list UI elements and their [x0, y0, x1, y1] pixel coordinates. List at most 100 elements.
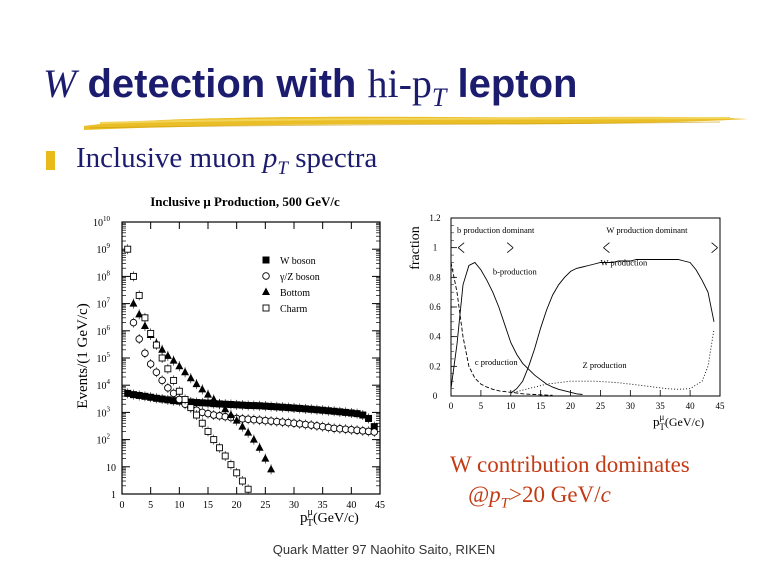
chart1-ytick-label: 107 — [97, 297, 111, 311]
chart1-xtick-label: 5 — [148, 500, 153, 511]
chart1-point-open-circle — [164, 384, 172, 392]
chart1-point-filled-triangle — [158, 345, 167, 353]
note-at-p: @p — [468, 482, 501, 507]
chart1-point-filled-square — [221, 400, 229, 408]
chart1-point-filled-triangle — [186, 373, 195, 382]
brush-underline — [84, 116, 748, 130]
chart1-ylabel: Events/(1 GeV/c) — [75, 303, 91, 408]
chart1-point-filled-square — [204, 399, 212, 407]
chart2-xlabel: pμ T(GeV/c) — [653, 412, 704, 432]
chart2-xtick-label: 25 — [596, 401, 606, 411]
chart1-point-open-square — [170, 376, 178, 384]
title-middle: detection with — [76, 62, 368, 106]
bullet-end: spectra — [287, 142, 378, 174]
muon-production-chart: Inclusive μ Production, 500 GeV/c Events… — [75, 194, 385, 528]
chart2-arrow-right-w — [711, 242, 718, 253]
chart1-point-filled-triangle — [192, 379, 201, 388]
chart1-point-open-circle — [146, 360, 155, 368]
chart2-annotation: c production — [475, 357, 518, 367]
chart1-point-open-square — [124, 245, 132, 253]
chart1-point-filled-square — [147, 393, 155, 401]
chart1-point-open-square — [147, 329, 155, 337]
chart1-point-filled-square — [273, 403, 281, 411]
chart1-ytick-label: 105 — [97, 351, 111, 365]
title-end: lepton — [446, 62, 578, 106]
chart1-point-filled-square — [250, 402, 258, 410]
chart1-ytick-label: 103 — [97, 405, 111, 419]
chart1-point-filled-square — [347, 409, 355, 417]
chart1-point-open-square — [204, 427, 212, 435]
chart2-xlabel-t: T — [659, 422, 665, 432]
chart1-legend-marker — [262, 256, 270, 264]
chart1-point-filled-square — [284, 404, 292, 412]
chart1-legend-label: γ/Z boson — [279, 272, 320, 283]
chart1-xtick-label: 10 — [174, 500, 184, 511]
chart2-annotation: b production dominant — [457, 225, 535, 235]
chart1-ytick-exponent: 9 — [107, 242, 111, 250]
chart2-xtick-label: 15 — [536, 401, 546, 411]
chart2-ytick-label: 1 — [433, 243, 438, 253]
chart2-ylabel: fraction — [408, 226, 423, 270]
chart1-point-filled-triangle — [255, 443, 264, 451]
chart1-point-open-square — [216, 444, 223, 452]
chart2-annotation: Z production — [583, 360, 628, 370]
chart2-ytick-label: 1.2 — [429, 214, 440, 223]
chart2-xlabel-unit: (GeV/c) — [665, 415, 704, 429]
chart1-ytick-label: 106 — [97, 324, 111, 338]
chart1-ytick-label: 109 — [97, 242, 111, 256]
chart1-point-filled-triangle — [140, 321, 149, 330]
chart1-point-open-square — [181, 395, 189, 403]
chart2-series-line — [510, 259, 715, 394]
chart1-point-filled-square — [198, 399, 206, 407]
chart1-point-open-square — [187, 404, 195, 412]
chart1-point-filled-triangle — [175, 361, 184, 370]
chart1-point-filled-square — [330, 407, 338, 415]
chart1-point-filled-square — [238, 401, 246, 409]
note-threshold: >20 GeV/ — [509, 482, 601, 507]
chart1-ytick-label: 1 — [111, 490, 116, 501]
chart1-point-filled-triangle — [198, 384, 207, 393]
chart1-point-open-circle — [152, 368, 161, 376]
chart1-legend-marker — [262, 272, 270, 280]
chart1-ytick-exponent: 2 — [107, 433, 111, 441]
chart1-legend-label: W boson — [280, 256, 316, 267]
chart1-point-open-square — [141, 314, 149, 322]
chart1-ytick-exponent: 3 — [107, 405, 111, 413]
chart1-xtick-label: 25 — [260, 500, 270, 511]
chart1-legend-label: Bottom — [280, 288, 310, 299]
chart1-point-open-square — [175, 387, 183, 395]
chart1-point-open-square — [158, 354, 166, 362]
chart1-point-filled-square — [261, 402, 269, 410]
chart1-xtick-label: 0 — [120, 500, 125, 511]
chart1-xtick-label: 15 — [203, 500, 213, 511]
chart1-point-filled-square — [359, 411, 367, 419]
chart2-xtick-label: 0 — [449, 401, 454, 411]
chart2-xlabel-mu: μ — [660, 412, 665, 422]
chart1-point-filled-square — [256, 402, 264, 410]
chart1-legend-label: Charm — [280, 304, 307, 315]
chart2-ytick-label: 0.4 — [429, 332, 441, 342]
chart1-point-filled-triangle — [135, 309, 144, 318]
chart1-point-filled-square — [135, 391, 143, 399]
chart1-point-filled-square — [336, 408, 344, 416]
chart1-point-filled-triangle — [209, 394, 218, 403]
chart1-point-open-square — [238, 477, 246, 485]
title-sub-t: T — [431, 83, 447, 112]
chart1-legend-marker — [262, 304, 270, 312]
chart1-point-filled-square — [170, 397, 178, 405]
bullet-sub: T — [277, 157, 288, 179]
chart2-series-line — [450, 261, 583, 395]
chart1-point-open-square — [233, 469, 241, 477]
chart1-point-filled-square — [296, 404, 304, 412]
chart1-point-filled-triangle — [267, 464, 276, 473]
chart2-arrow-left-w — [603, 242, 610, 253]
chart2-ytick-label: 0.6 — [429, 302, 441, 312]
bullet-p: p — [262, 142, 278, 174]
chart1-ytick-label: 104 — [97, 378, 111, 392]
chart1-point-filled-triangle — [244, 428, 253, 436]
chart2-ytick-label: 0.8 — [429, 272, 441, 282]
chart1-point-filled-triangle — [232, 416, 241, 424]
chart1-xlabel-mu: μ — [308, 507, 313, 518]
chart1-ytick-exponent: 8 — [107, 269, 111, 277]
chart1-point-filled-triangle — [261, 454, 270, 462]
